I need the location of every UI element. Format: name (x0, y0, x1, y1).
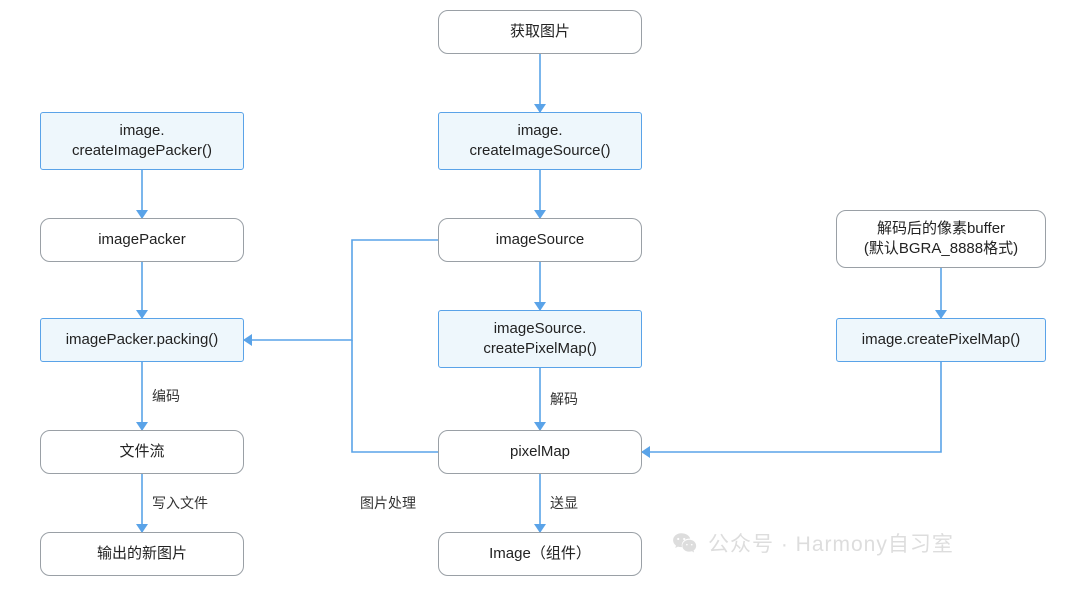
flow-node-n2: image. createImagePacker() (40, 112, 244, 170)
edge-label: 解码 (550, 389, 578, 409)
flow-node-n9: image.createPixelMap() (836, 318, 1046, 362)
flow-node-n6: 解码后的像素buffer (默认BGRA_8888格式) (836, 210, 1046, 268)
flow-edge (244, 240, 438, 340)
wechat-icon (672, 530, 698, 556)
flow-node-n13: Image（组件） (438, 532, 642, 576)
flow-node-n12: 输出的新图片 (40, 532, 244, 576)
watermark: 公众号 · Harmony自习室 (672, 528, 954, 558)
flow-node-n1: 获取图片 (438, 10, 642, 54)
flow-node-n5: imageSource (438, 218, 642, 262)
flow-node-n11: pixelMap (438, 430, 642, 474)
flow-node-n4: imagePacker (40, 218, 244, 262)
flow-edge (352, 340, 438, 452)
flow-node-n3: image. createImageSource() (438, 112, 642, 170)
edge-label: 写入文件 (152, 493, 208, 513)
edge-label: 图片处理 (360, 493, 416, 513)
edge-label: 送显 (550, 493, 578, 513)
watermark-text: 公众号 · Harmony自习室 (708, 528, 954, 558)
flow-node-n8: imageSource. createPixelMap() (438, 310, 642, 368)
flow-edge (642, 362, 941, 452)
flow-node-n7: imagePacker.packing() (40, 318, 244, 362)
flow-node-n10: 文件流 (40, 430, 244, 474)
edge-label: 编码 (152, 386, 180, 406)
